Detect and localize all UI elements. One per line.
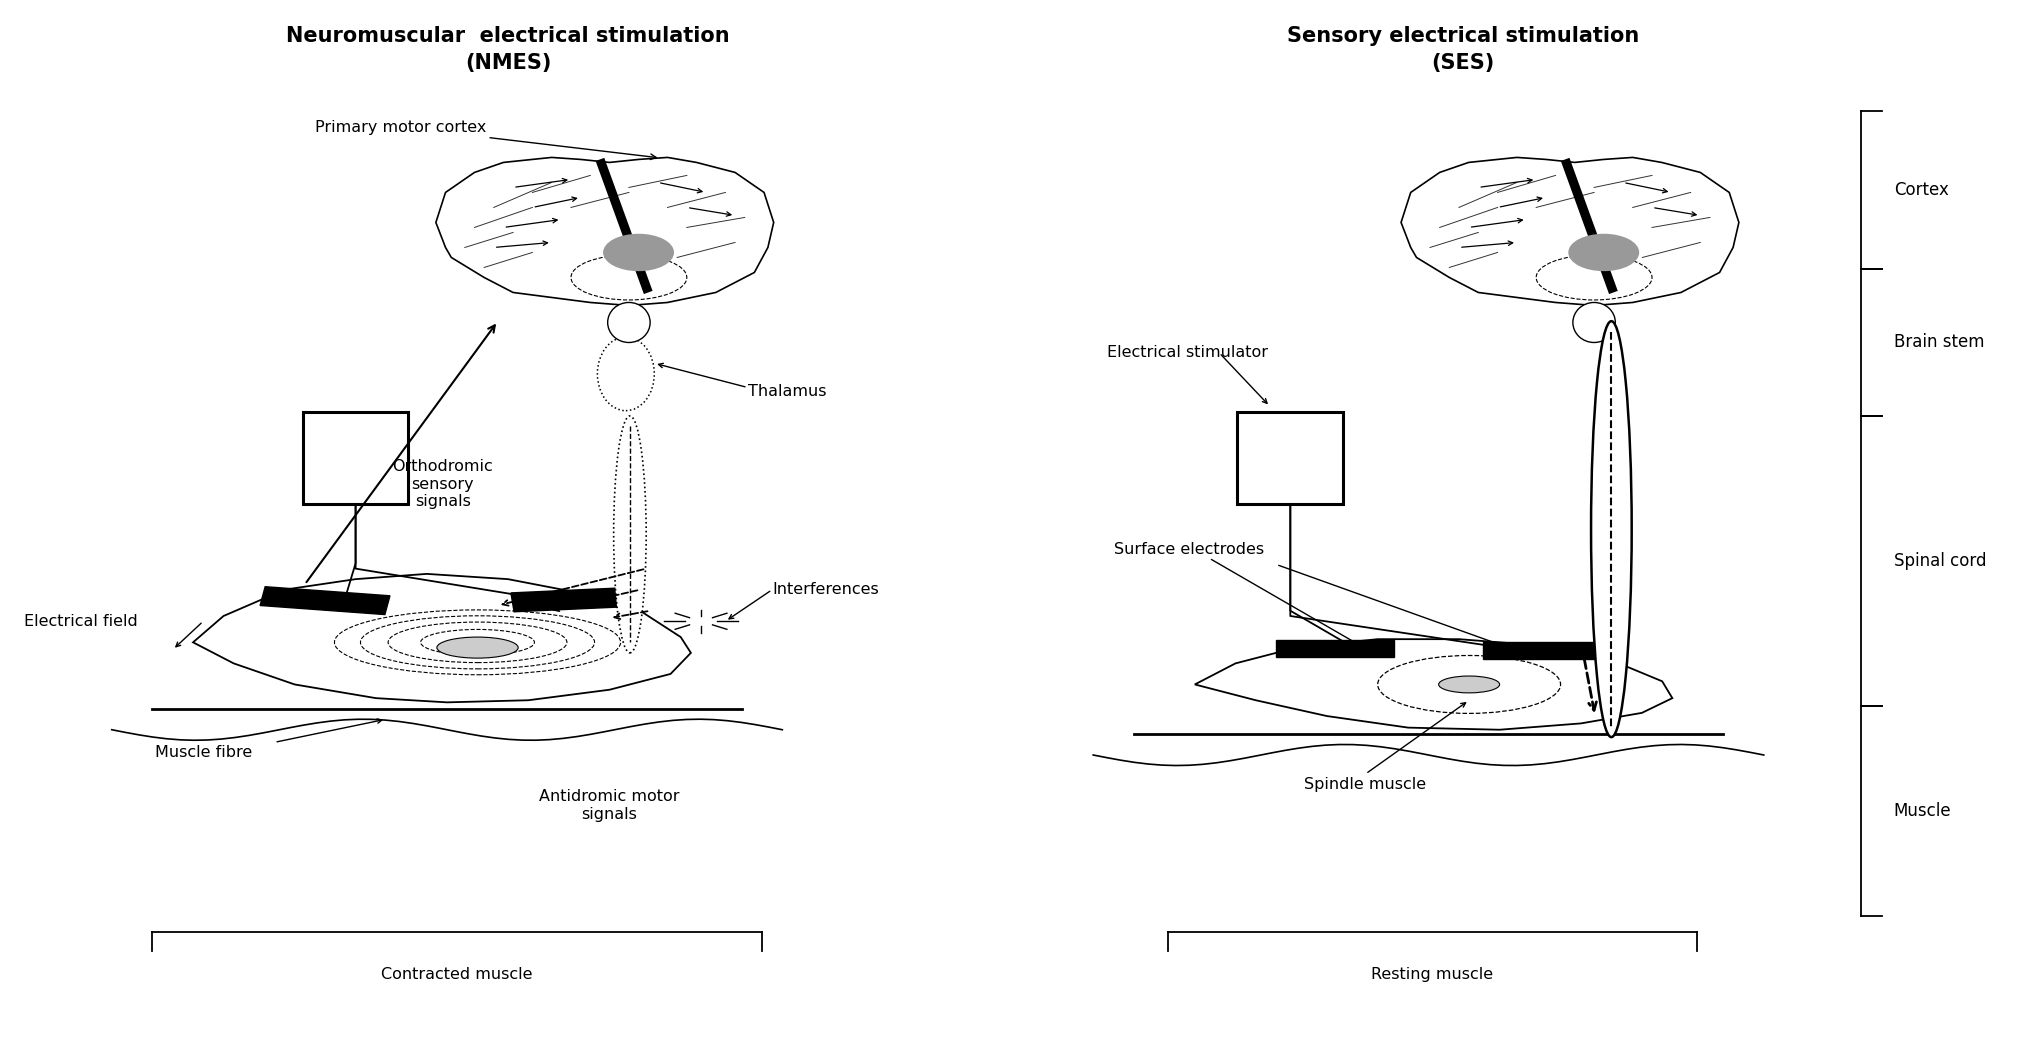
Text: Resting muscle: Resting muscle — [1372, 967, 1494, 981]
Circle shape — [604, 235, 673, 271]
Bar — [303, 412, 408, 504]
Ellipse shape — [597, 337, 654, 411]
Bar — [1237, 412, 1343, 504]
Text: Contracted muscle: Contracted muscle — [382, 967, 532, 981]
Ellipse shape — [1573, 302, 1615, 342]
Text: Spindle muscle: Spindle muscle — [1305, 777, 1426, 792]
Text: Cortex: Cortex — [1894, 180, 1949, 199]
Ellipse shape — [608, 302, 650, 342]
Text: Muscle fibre: Muscle fibre — [154, 746, 252, 760]
Text: Orthodromic
sensory
signals: Orthodromic sensory signals — [392, 459, 494, 510]
Text: Primary motor cortex: Primary motor cortex — [315, 120, 656, 160]
Text: Antidromic motor
signals: Antidromic motor signals — [538, 790, 681, 821]
Bar — [260, 587, 390, 615]
Text: Electrical field: Electrical field — [24, 614, 138, 629]
Text: Spinal cord: Spinal cord — [1894, 552, 1987, 570]
Text: Brain stem: Brain stem — [1894, 333, 1985, 352]
Text: Interferences: Interferences — [772, 582, 880, 597]
Text: Sensory electrical stimulation
(SES): Sensory electrical stimulation (SES) — [1286, 26, 1640, 73]
Bar — [1276, 640, 1394, 657]
Ellipse shape — [1439, 676, 1500, 693]
Ellipse shape — [437, 637, 518, 658]
Bar — [1483, 642, 1595, 659]
Bar — [510, 588, 640, 612]
Text: Electrical stimulator: Electrical stimulator — [1107, 345, 1268, 360]
Text: Neuromuscular  electrical stimulation
(NMES): Neuromuscular electrical stimulation (NM… — [287, 26, 729, 73]
Text: Thalamus: Thalamus — [748, 384, 827, 399]
Ellipse shape — [1591, 321, 1632, 737]
Text: Surface electrodes: Surface electrodes — [1114, 542, 1264, 557]
Text: Muscle: Muscle — [1894, 801, 1951, 820]
Ellipse shape — [614, 416, 646, 653]
Circle shape — [1569, 235, 1638, 271]
